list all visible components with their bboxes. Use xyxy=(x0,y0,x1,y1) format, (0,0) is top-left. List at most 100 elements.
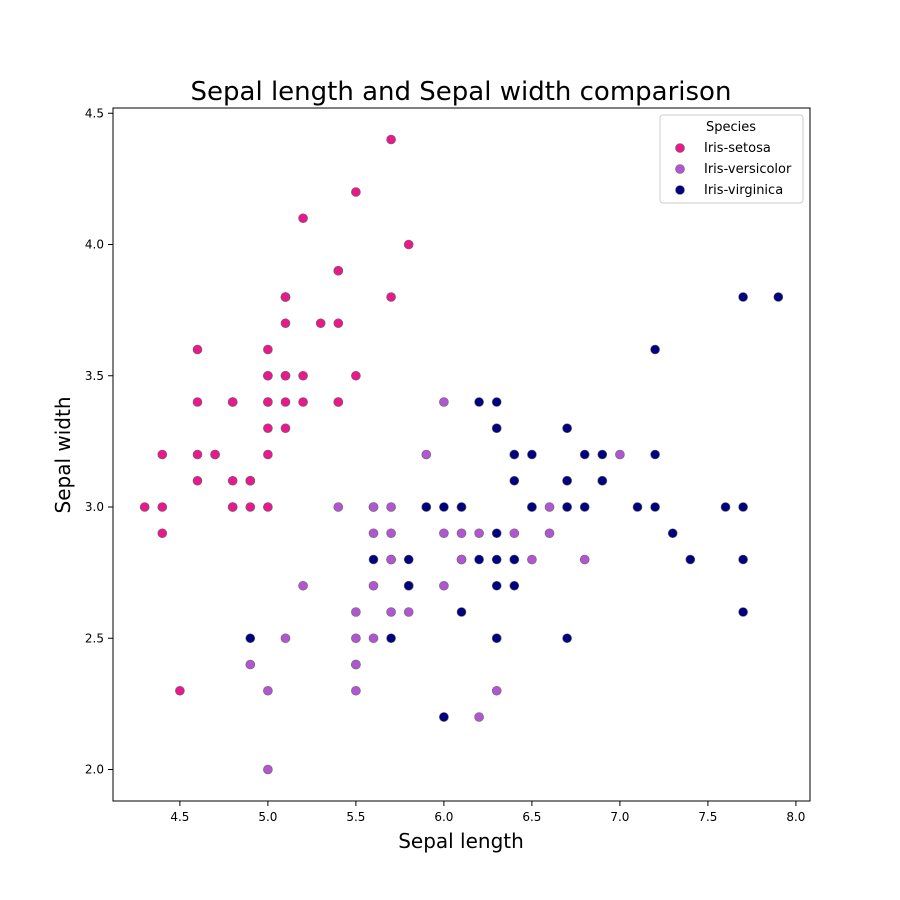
x-tick-label: 8.0 xyxy=(786,810,805,824)
data-point xyxy=(597,475,608,486)
plot-frame xyxy=(112,107,811,802)
x-axis-label: Sepal length xyxy=(398,829,524,853)
data-point xyxy=(544,528,555,539)
data-point xyxy=(386,528,396,539)
data-point xyxy=(298,580,308,591)
data-point xyxy=(597,449,608,460)
y-tick-label: 2.0 xyxy=(85,763,104,777)
data-point xyxy=(227,397,238,407)
data-point xyxy=(650,449,660,460)
data-point xyxy=(491,554,502,565)
data-point xyxy=(527,502,537,512)
data-point xyxy=(368,554,379,565)
data-point xyxy=(315,318,326,329)
data-point xyxy=(192,344,203,355)
data-point xyxy=(579,449,590,460)
data-point xyxy=(509,449,520,460)
data-point xyxy=(280,423,291,434)
x-axis: 4.5 5.0 5.5 6.0 6.5 7.0 7.5 8.0 xyxy=(170,801,805,824)
legend-label: Iris-versicolor xyxy=(704,162,792,177)
data-point xyxy=(192,475,203,486)
data-point xyxy=(439,712,449,722)
y-tick-label: 3.5 xyxy=(85,369,104,383)
data-point xyxy=(738,607,748,617)
x-tick-label: 4.5 xyxy=(170,810,189,824)
legend-marker xyxy=(675,143,685,153)
data-point xyxy=(157,449,168,460)
legend-title: Species xyxy=(706,120,756,135)
data-point xyxy=(439,397,449,407)
data-point xyxy=(333,265,344,276)
x-tick-label: 7.5 xyxy=(698,810,717,824)
data-point xyxy=(263,344,273,355)
data-point xyxy=(491,423,502,434)
data-point xyxy=(192,397,203,407)
data-point xyxy=(491,397,502,407)
data-point xyxy=(474,554,484,565)
data-point xyxy=(280,397,291,407)
data-point xyxy=(562,475,572,486)
data-point xyxy=(263,370,273,381)
data-point xyxy=(139,502,150,512)
data-point xyxy=(421,502,432,512)
x-tick-label: 6.0 xyxy=(434,810,453,824)
data-point xyxy=(333,502,344,512)
legend-entries: Iris-setosa Iris-versicolor Iris-virginica xyxy=(675,141,792,198)
x-tick-label: 5.0 xyxy=(258,810,277,824)
data-point xyxy=(280,292,291,302)
data-point xyxy=(456,528,467,539)
data-point xyxy=(421,449,432,460)
data-point xyxy=(245,659,256,670)
legend-box xyxy=(659,114,804,204)
data-point xyxy=(386,292,396,302)
data-point xyxy=(509,475,520,486)
data-point xyxy=(491,528,502,539)
data-point xyxy=(280,318,291,329)
data-point xyxy=(263,397,273,407)
data-point xyxy=(368,633,379,644)
data-point xyxy=(456,554,467,565)
data-point xyxy=(245,475,256,486)
data-point xyxy=(263,685,273,696)
series-iris-versicolor xyxy=(245,397,625,775)
series-iris-virginica xyxy=(245,292,784,722)
y-axis-label: Sepal width xyxy=(51,397,75,514)
data-point xyxy=(544,502,555,512)
data-point xyxy=(175,685,185,696)
data-point xyxy=(245,633,256,644)
y-tick-label: 4.5 xyxy=(85,106,104,120)
data-point xyxy=(351,659,361,670)
data-point xyxy=(738,292,748,302)
data-point xyxy=(579,554,590,565)
data-point xyxy=(509,580,520,591)
data-point xyxy=(474,528,484,539)
data-point xyxy=(439,502,449,512)
data-point xyxy=(615,449,625,460)
y-tick-label: 4.0 xyxy=(85,238,104,252)
data-point xyxy=(192,449,203,460)
chart-title: Sepal length and Sepal width comparison xyxy=(191,77,732,107)
data-point xyxy=(157,502,168,512)
x-tick-label: 7.0 xyxy=(610,810,629,824)
data-point xyxy=(650,344,660,355)
legend-label: Iris-setosa xyxy=(704,141,771,156)
data-point xyxy=(685,554,696,565)
data-point xyxy=(386,554,396,565)
data-point xyxy=(491,685,502,696)
data-point xyxy=(351,607,361,617)
data-point xyxy=(298,397,308,407)
data-point xyxy=(650,502,660,512)
legend: Species Iris-setosa Iris-versicolor Iris-v… xyxy=(659,114,804,204)
data-point xyxy=(403,239,414,250)
data-point xyxy=(227,475,238,486)
data-point xyxy=(386,607,396,617)
data-point xyxy=(562,633,572,644)
data-point xyxy=(439,580,449,591)
y-axis: 2.0 2.5 3.0 3.5 4.0 4.5 xyxy=(85,106,113,777)
data-point xyxy=(298,213,308,224)
data-point xyxy=(491,580,502,591)
data-point xyxy=(351,685,361,696)
legend-marker xyxy=(675,164,685,174)
series-iris-setosa xyxy=(139,134,414,696)
